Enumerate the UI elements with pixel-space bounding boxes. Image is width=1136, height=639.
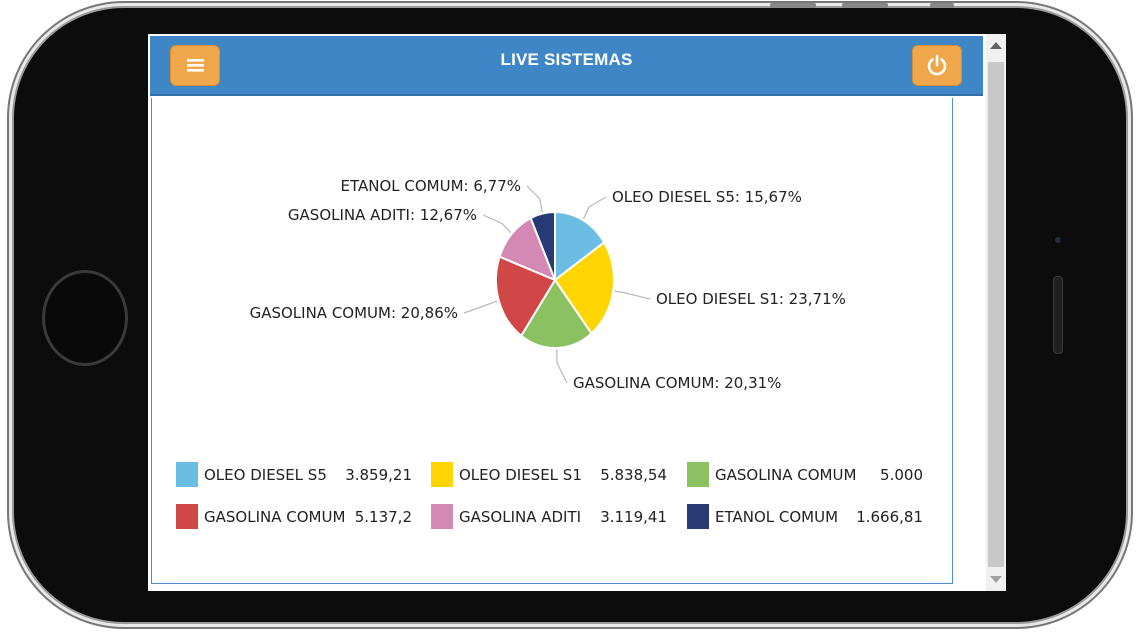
legend-label: GASOLINA ADITI (459, 508, 582, 526)
page-title: LIVE SISTEMAS (500, 50, 633, 69)
legend-swatch (176, 504, 198, 529)
legend-swatch (687, 504, 709, 529)
legend-swatch (431, 504, 453, 529)
legend-item: OLEO DIESEL S1 5.838,54 (431, 462, 667, 488)
pie-leader-line (582, 196, 607, 220)
front-camera (1055, 237, 1061, 243)
legend-item: GASOLINA COMUM 5.137,2 (176, 504, 412, 530)
legend-label: ETANOL COMUM (715, 508, 839, 526)
pie-slice[interactable] (554, 210, 606, 283)
legend-item: GASOLINA ADITI 3.119,41 (431, 504, 667, 530)
phone-side-button (930, 3, 954, 8)
pie-data-label: OLEO DIESEL S5: 15,67% (612, 188, 802, 206)
legend-value: 1.666,81 (856, 508, 923, 526)
legend-item: OLEO DIESEL S5 3.859,21 (176, 462, 412, 488)
scrollbar-thumb[interactable] (988, 62, 1004, 567)
pie-slice[interactable] (519, 278, 593, 349)
pie-data-label: GASOLINA COMUM: 20,86% (250, 304, 458, 322)
legend-item: ETANOL COMUM 1.666,81 (687, 504, 923, 530)
power-icon (927, 54, 947, 76)
scroll-up-arrow-icon[interactable] (990, 42, 1002, 49)
scroll-down-arrow-icon[interactable] (990, 576, 1002, 583)
pie-slice[interactable] (495, 255, 557, 338)
legend-label: GASOLINA COMUM (715, 466, 857, 484)
legend-label: OLEO DIESEL S1 (459, 466, 582, 484)
pie-leader-line (556, 349, 568, 384)
pie-leader-line (526, 185, 543, 213)
legend-value: 5.137,2 (354, 508, 412, 526)
legend-value: 3.859,21 (345, 466, 412, 484)
pie-data-label: GASOLINA COMUM: 20,31% (573, 374, 781, 392)
speaker-slot (1053, 276, 1063, 354)
app-header: LIVE SISTEMAS (150, 36, 983, 96)
pie-data-label: GASOLINA ADITI: 12,67% (288, 206, 477, 224)
pie-slice[interactable] (529, 210, 556, 281)
home-button[interactable] (42, 270, 128, 366)
pie-slice[interactable] (553, 240, 615, 335)
menu-button[interactable] (170, 45, 220, 86)
app-screen: LIVE SISTEMAS OLEO DIESEL S5: 15,67% OLEO… (148, 34, 1006, 591)
legend-value: 5.000 (880, 466, 923, 484)
power-button[interactable] (912, 45, 962, 86)
legend-label: GASOLINA COMUM (204, 508, 346, 526)
legend-swatch (176, 462, 198, 487)
pie-chart: OLEO DIESEL S5: 15,67% OLEO DIESEL S1: 23… (250, 177, 846, 392)
phone-side-button (770, 3, 816, 8)
pie-leader-line (482, 214, 512, 234)
pie-leader-line (614, 290, 651, 300)
legend-label: OLEO DIESEL S5 (204, 466, 327, 484)
scrollbar[interactable] (986, 34, 1006, 591)
menu-icon (187, 59, 204, 72)
phone-side-button (842, 3, 888, 8)
legend-value: 5.838,54 (600, 466, 667, 484)
legend-swatch (431, 462, 453, 487)
pie-data-label: ETANOL COMUM: 6,77% (340, 177, 521, 195)
pie-data-label: OLEO DIESEL S1: 23,71% (656, 290, 846, 308)
pie-leader-line (463, 300, 498, 314)
legend-swatch (687, 462, 709, 487)
legend-item: GASOLINA COMUM 5.000 (687, 462, 923, 488)
legend-value: 3.119,41 (600, 508, 667, 526)
